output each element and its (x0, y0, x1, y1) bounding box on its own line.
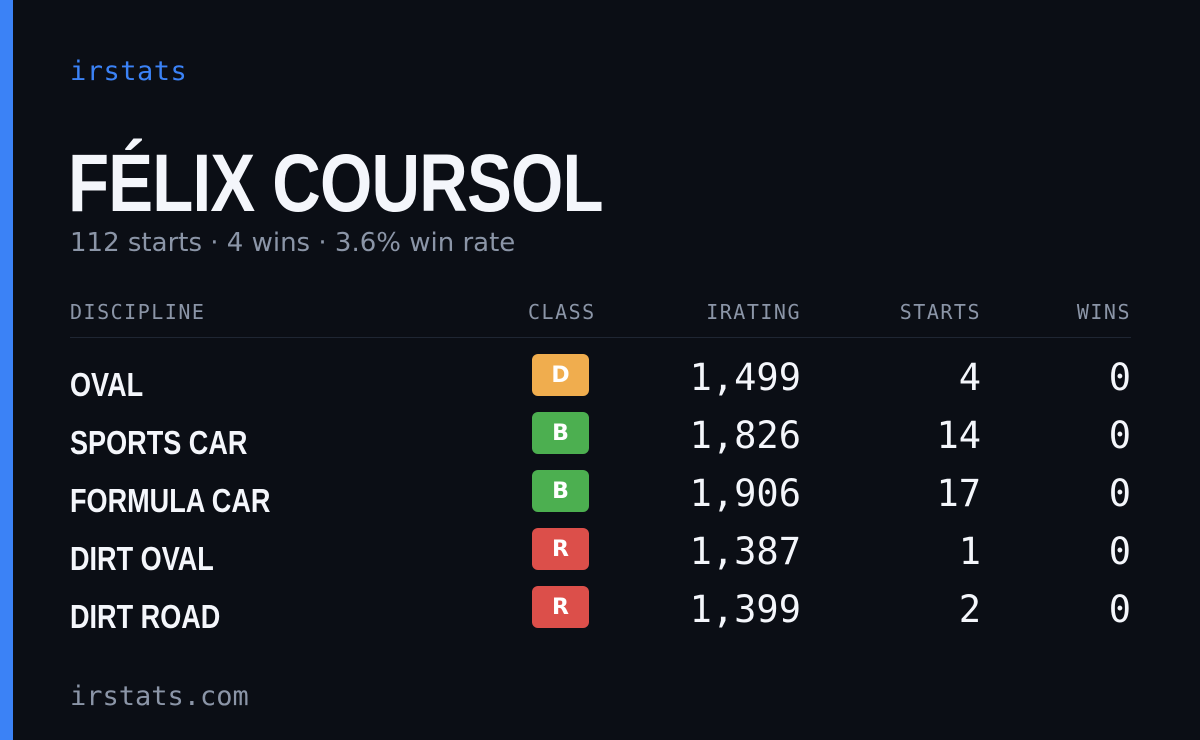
wins-value: 0 (1108, 530, 1131, 573)
table-row: SPORTS CAR B 1,826 14 0 (70, 408, 1131, 466)
class-badge: R (532, 586, 589, 628)
wins-value: 0 (1108, 588, 1131, 631)
table-row: DIRT OVAL R 1,387 1 0 (70, 524, 1131, 582)
irating-value: 1,499 (689, 356, 801, 399)
starts-value: 1 (958, 530, 981, 573)
table-row: DIRT ROAD R 1,399 2 0 (70, 582, 1131, 640)
discipline-table: OVAL D 1,499 4 0 SPORTS CAR B 1,826 14 0… (70, 350, 1131, 640)
irating-value: 1,826 (689, 414, 801, 457)
header-wins: WINS (1076, 300, 1131, 324)
brand-logo: irstats (70, 56, 188, 87)
accent-bar (0, 0, 13, 740)
starts-value: 4 (958, 356, 981, 399)
header-irating: IRATING (706, 300, 801, 324)
irating-value: 1,387 (689, 530, 801, 573)
driver-name: FÉLIX COURSOL (68, 138, 604, 229)
irating-value: 1,906 (689, 472, 801, 515)
table-header: DISCIPLINE CLASS IRATING STARTS WINS (70, 300, 1131, 338)
header-discipline: DISCIPLINE (70, 300, 206, 324)
table-row: OVAL D 1,499 4 0 (70, 350, 1131, 408)
class-badge: D (532, 354, 589, 396)
class-badge: B (532, 470, 589, 512)
wins-value: 0 (1108, 356, 1131, 399)
discipline-name: FORMULA CAR (70, 482, 271, 519)
starts-value: 14 (936, 414, 981, 457)
discipline-name: DIRT ROAD (70, 598, 221, 635)
driver-summary: 112 starts · 4 wins · 3.6% win rate (70, 228, 516, 258)
discipline-name: DIRT OVAL (70, 540, 214, 577)
class-badge: R (532, 528, 589, 570)
wins-value: 0 (1108, 414, 1131, 457)
starts-value: 17 (936, 472, 981, 515)
table-row: FORMULA CAR B 1,906 17 0 (70, 466, 1131, 524)
footer-url: irstats.com (70, 681, 249, 712)
discipline-name: OVAL (70, 366, 144, 403)
header-class: CLASS (528, 300, 596, 324)
class-badge: B (532, 412, 589, 454)
irating-value: 1,399 (689, 588, 801, 631)
discipline-name: SPORTS CAR (70, 424, 248, 461)
wins-value: 0 (1108, 472, 1131, 515)
header-starts: STARTS (899, 300, 981, 324)
starts-value: 2 (958, 588, 981, 631)
